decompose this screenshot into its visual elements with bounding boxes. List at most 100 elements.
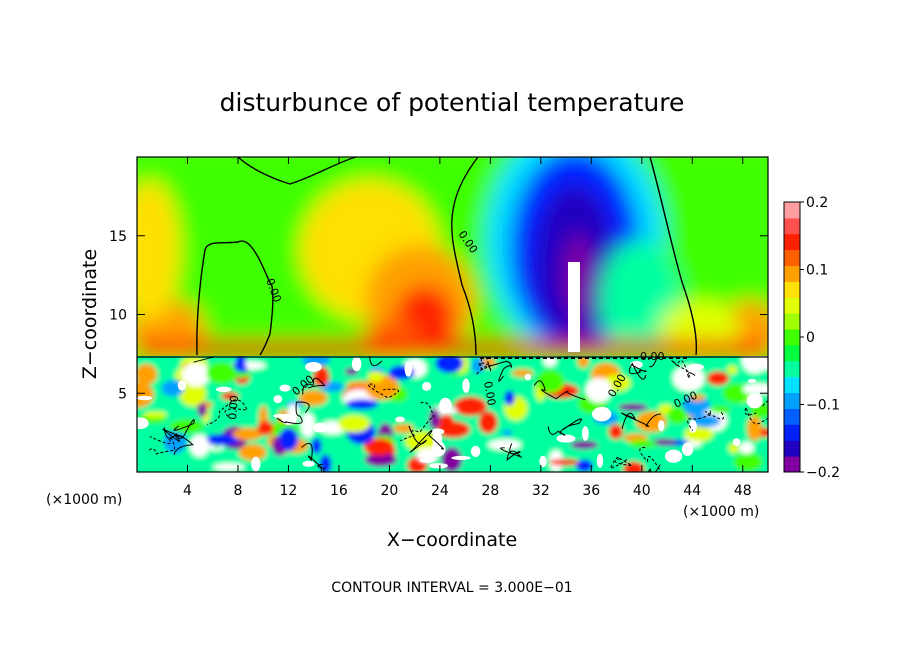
turbulent-blob [364, 452, 397, 467]
turbulent-blob [213, 463, 245, 471]
contour-line [302, 377, 326, 395]
turbulent-blob [206, 362, 237, 385]
white-patch [556, 434, 576, 443]
chart-title: disturbunce of potential temperature [220, 88, 685, 117]
turbulent-blob [311, 437, 322, 454]
contour-line [369, 356, 383, 367]
white-patch [688, 419, 697, 433]
contour-line [547, 418, 582, 436]
white-patch [272, 413, 293, 419]
turbulent-blob [298, 390, 328, 406]
turbulent-blob [338, 415, 371, 433]
contour-line [162, 428, 195, 456]
colorbar-swatch [784, 265, 800, 282]
field-blob [137, 180, 180, 320]
turbulent-blob [257, 420, 274, 436]
colorbar: 0.2 0.1 0 −0.1 −0.2 [783, 195, 840, 481]
contour-line [301, 442, 325, 472]
turbulent-blob [672, 365, 705, 392]
white-patch [688, 363, 704, 371]
contour-zero-center [451, 156, 479, 356]
colorbar-swatch [784, 281, 800, 298]
x-axis: 4 8 12 16 20 24 28 32 36 40 44 48 [183, 157, 752, 499]
turbulent-blob [429, 408, 440, 430]
white-patch [439, 397, 452, 414]
turbulent-blob [189, 434, 210, 457]
contour-line [648, 356, 662, 368]
field-blob [600, 240, 680, 356]
turbulent-blob [393, 423, 414, 434]
white-patch [539, 455, 547, 468]
turbulent-blob [706, 371, 730, 386]
turbulent-blob [137, 381, 154, 408]
white-patch [395, 416, 405, 423]
contour-line [639, 446, 670, 472]
turbulent-blob [197, 402, 208, 417]
turbulent-blob [585, 377, 612, 403]
x-tick-label: 28 [481, 483, 499, 499]
contour-zero-right [649, 156, 698, 356]
colorbar-swatch [784, 249, 800, 267]
turbulent-blob [536, 369, 565, 394]
contour-line [408, 425, 444, 453]
white-patch [137, 395, 153, 401]
turbulent-blob [278, 428, 299, 451]
upper-field-blur [137, 157, 768, 356]
turbulent-blob [747, 416, 762, 441]
lower-contours [148, 356, 768, 472]
white-patch [313, 422, 327, 433]
x-tick-label: 4 [183, 483, 192, 499]
white-patch [419, 457, 435, 463]
colorbar-tick-label: 0.2 [806, 195, 828, 211]
colorbar-swatch [784, 217, 800, 235]
contour-line [621, 412, 661, 430]
white-patch [596, 453, 604, 468]
turbulent-blob [368, 370, 384, 382]
colorbar-swatch [784, 440, 800, 457]
contour-lines [137, 156, 768, 359]
x-tick-label: 48 [734, 483, 752, 499]
white-patch [524, 373, 532, 381]
turbulent-blob [488, 439, 522, 451]
white-patch [431, 428, 445, 435]
lower-field [137, 356, 768, 472]
contour-zero-top [237, 156, 357, 185]
x-unit-right: (×1000 m) [683, 504, 759, 520]
turbulent-blob [710, 405, 731, 414]
x-unit-left: (×1000 m) [46, 492, 122, 508]
turbulent-blob [618, 403, 648, 412]
colorbar-swatch [784, 329, 800, 346]
turbulent-blob [623, 461, 645, 472]
x-tick-label: 16 [330, 483, 348, 499]
white-patch [581, 426, 589, 441]
x-tick-label: 32 [532, 483, 550, 499]
turbulent-blob [741, 356, 768, 374]
y-axis-title: Z−coordinate [79, 249, 101, 379]
colorbar-swatch [784, 313, 800, 330]
contour-line [500, 443, 523, 462]
contour-interval-note: CONTOUR INTERVAL = 3.000E−01 [331, 580, 572, 596]
white-patch [251, 456, 261, 472]
turbulent-blob [204, 433, 240, 446]
white-patch [137, 417, 149, 430]
white-patch [429, 463, 448, 469]
turbulent-blob [575, 459, 594, 472]
turbulent-blob [163, 429, 187, 454]
white-patch [422, 381, 432, 391]
contour-line [671, 359, 696, 379]
white-patch [215, 386, 232, 393]
turbulent-blob [549, 458, 579, 466]
contour-label: 0.00 [481, 380, 498, 406]
turbulent-blob [570, 440, 598, 450]
x-axis-title: X−coordinate [387, 529, 517, 551]
colorbar-swatch [784, 344, 800, 362]
white-patch [351, 356, 362, 372]
white-patch [658, 420, 665, 432]
contour-line [744, 400, 768, 425]
turbulent-blob [478, 411, 498, 434]
interface-band [137, 340, 768, 356]
colorbar-tick-label: −0.1 [806, 398, 840, 414]
contour-line [207, 399, 249, 426]
turbulent-blob [238, 444, 267, 461]
